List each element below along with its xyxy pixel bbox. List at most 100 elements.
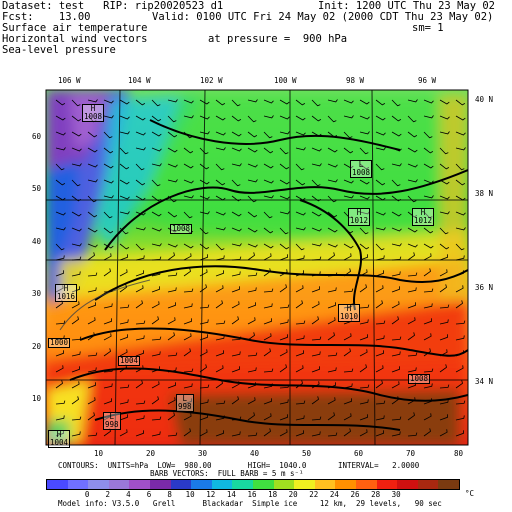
wind-barb [279,269,288,277]
wind-barb [151,115,162,122]
colorbar-swatch [47,480,68,489]
wind-barb [327,332,335,341]
wind-barb [311,99,321,107]
wind-barb [135,300,143,309]
wind-barb [135,99,146,106]
wind-barb [295,131,306,136]
wind-barb [119,349,128,357]
wind-barb [119,319,129,325]
wind-barb [103,288,114,293]
wind-barb [231,131,242,137]
wind-barb [439,334,448,341]
wind-barb [375,430,384,437]
wind-barb [407,317,416,325]
wind-barb [391,131,402,137]
pressure-label: H 1012 [348,208,371,226]
wind-barb [263,268,271,277]
wind-barb [119,414,128,421]
pressure-center-kind: H [420,208,426,217]
wind-barb [183,368,194,373]
wind-barb [87,397,96,405]
wind-barb [167,382,176,389]
pressure-label: H 1010 [338,304,361,322]
colorbar-label: 20 [288,490,298,499]
wind-barb [71,115,82,122]
wind-barb [407,179,418,183]
wind-barb [71,227,82,232]
wind-barb [391,163,402,167]
wind-barb [215,430,224,437]
wind-barb [247,397,256,405]
wind-barb [343,333,352,341]
wind-barb [199,399,209,405]
wind-barb [407,195,417,203]
wind-barb [327,317,336,325]
wind-barb [423,288,434,293]
wind-barb [423,318,432,325]
wind-barb [263,195,274,199]
wind-barb [295,270,304,277]
wind-barb [327,99,338,103]
wind-barb [439,364,447,373]
wind-barb [263,333,272,341]
wind-barb [295,380,303,389]
wind-barb [375,285,384,293]
wind-barb [327,227,338,233]
wind-barb [263,243,274,249]
wind-barb [391,227,402,232]
lat-label: 40 N [475,95,494,104]
wind-barb [391,301,400,309]
wind-barb [439,269,448,277]
wind-barb [87,163,98,168]
wind-barb [87,382,96,389]
pressure-center-kind: H [63,284,69,293]
wind-barb [247,99,258,103]
wind-barb [215,300,223,309]
wind-barb [279,243,290,250]
colorbar-label: 0 [84,490,90,499]
wind-barb [455,99,466,106]
x-tick: 80 [454,449,464,458]
wind-barb [327,272,338,277]
wind-barb [215,400,226,405]
wind-barb [439,254,448,261]
wind-barb [151,271,161,277]
wind-barb [311,195,322,202]
wind-barb [343,227,354,234]
colorbar-swatch [397,480,418,489]
wind-barb [359,284,367,293]
wind-barb [55,365,64,373]
colorbar-swatch [417,480,439,489]
wind-barb [439,211,450,215]
wind-barb [199,269,208,277]
wind-barb [343,368,354,373]
wind-barb [231,227,242,232]
wind-barb [375,243,385,251]
wind-barb [375,195,386,201]
wind-barb [183,147,194,154]
wind-barb [439,384,450,389]
colorbar-label: 10 [185,490,195,499]
wind-barb [151,316,159,325]
wind-barb [231,271,241,277]
wind-barb [183,179,194,184]
colorbar-label: 8 [167,490,172,499]
wind-barb [263,318,272,325]
pressure-label: H 1016 [55,284,78,302]
wind-barb [247,211,258,218]
wind-barb [87,227,98,233]
wind-barb [151,131,162,137]
wind-barb [135,365,144,373]
wind-barb [263,428,271,437]
wind-barb [55,415,65,421]
wind-barb [391,256,402,261]
wind-barb [199,319,209,325]
wind-barb [167,163,178,168]
wind-barb [311,366,320,373]
colorbar-swatch [88,480,109,489]
wind-barb [263,288,274,293]
lon-label: 96 W [418,76,437,85]
colorbar-swatch [232,480,253,489]
wind-barb [55,115,66,121]
wind-barb [359,349,368,357]
